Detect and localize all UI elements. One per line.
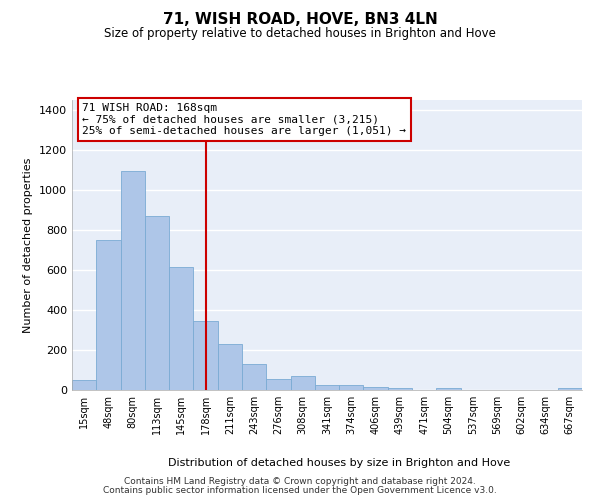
- Text: Contains HM Land Registry data © Crown copyright and database right 2024.: Contains HM Land Registry data © Crown c…: [124, 477, 476, 486]
- Bar: [388, 388, 412, 390]
- Text: 71 WISH ROAD: 168sqm
← 75% of detached houses are smaller (3,215)
25% of semi-de: 71 WISH ROAD: 168sqm ← 75% of detached h…: [82, 103, 406, 136]
- Text: Contains public sector information licensed under the Open Government Licence v3: Contains public sector information licen…: [103, 486, 497, 495]
- Bar: [436, 388, 461, 390]
- Bar: [218, 344, 242, 390]
- Bar: [193, 321, 218, 390]
- Text: 71, WISH ROAD, HOVE, BN3 4LN: 71, WISH ROAD, HOVE, BN3 4LN: [163, 12, 437, 28]
- Bar: [364, 387, 388, 390]
- Bar: [72, 380, 96, 390]
- Bar: [145, 216, 169, 390]
- Bar: [558, 388, 582, 390]
- Bar: [242, 364, 266, 390]
- Text: Distribution of detached houses by size in Brighton and Hove: Distribution of detached houses by size …: [168, 458, 510, 468]
- Bar: [266, 379, 290, 390]
- Text: Size of property relative to detached houses in Brighton and Hove: Size of property relative to detached ho…: [104, 28, 496, 40]
- Bar: [290, 376, 315, 390]
- Bar: [315, 384, 339, 390]
- Bar: [169, 267, 193, 390]
- Y-axis label: Number of detached properties: Number of detached properties: [23, 158, 34, 332]
- Bar: [339, 385, 364, 390]
- Bar: [96, 240, 121, 390]
- Bar: [121, 171, 145, 390]
